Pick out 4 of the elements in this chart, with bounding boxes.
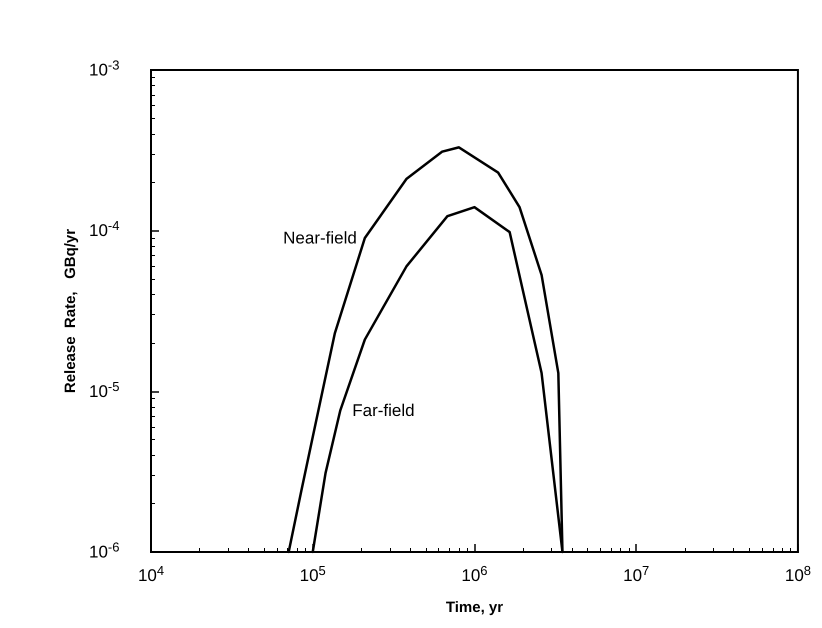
series-label: Far-field <box>352 400 415 420</box>
y-axis-title: Release Rate, GBq/yr <box>62 228 80 394</box>
series-label: Near-field <box>283 228 357 248</box>
x-axis-title: Time, yr <box>446 599 504 616</box>
